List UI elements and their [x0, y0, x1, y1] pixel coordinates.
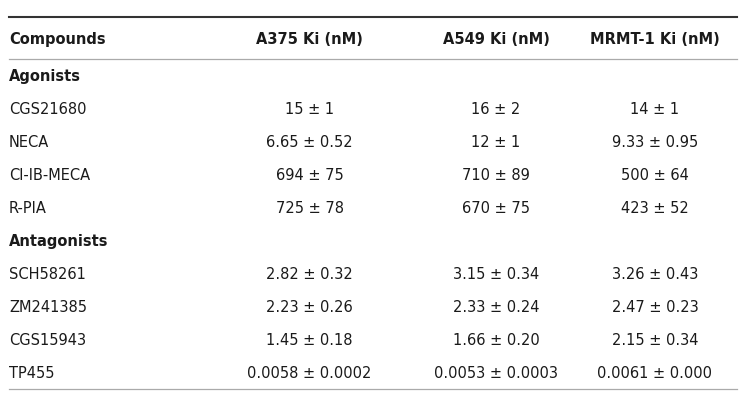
Text: 9.33 ± 0.95: 9.33 ± 0.95 [612, 135, 698, 150]
Text: Agonists: Agonists [9, 69, 81, 84]
Text: 670 ± 75: 670 ± 75 [462, 200, 530, 216]
Text: TP455: TP455 [9, 365, 54, 380]
Text: 0.0058 ± 0.0002: 0.0058 ± 0.0002 [248, 365, 372, 380]
Text: 15 ± 1: 15 ± 1 [285, 102, 334, 117]
Text: A549 Ki (nM): A549 Ki (nM) [442, 32, 550, 47]
Text: R-PIA: R-PIA [9, 200, 47, 216]
Text: 0.0061 ± 0.000: 0.0061 ± 0.000 [598, 365, 712, 380]
Text: 2.33 ± 0.24: 2.33 ± 0.24 [453, 299, 539, 314]
Text: Compounds: Compounds [9, 32, 106, 47]
Text: 6.65 ± 0.52: 6.65 ± 0.52 [266, 135, 353, 150]
Text: 3.15 ± 0.34: 3.15 ± 0.34 [453, 266, 539, 282]
Text: 2.82 ± 0.32: 2.82 ± 0.32 [266, 266, 353, 282]
Text: A375 Ki (nM): A375 Ki (nM) [256, 32, 363, 47]
Text: 1.45 ± 0.18: 1.45 ± 0.18 [266, 332, 353, 347]
Text: 0.0053 ± 0.0003: 0.0053 ± 0.0003 [434, 365, 558, 380]
Text: ZM241385: ZM241385 [9, 299, 87, 314]
Text: 3.26 ± 0.43: 3.26 ± 0.43 [612, 266, 698, 282]
Text: 16 ± 2: 16 ± 2 [471, 102, 521, 117]
Text: 12 ± 1: 12 ± 1 [471, 135, 521, 150]
Text: 2.47 ± 0.23: 2.47 ± 0.23 [612, 299, 698, 314]
Text: Cl-IB-MECA: Cl-IB-MECA [9, 168, 90, 183]
Text: CGS21680: CGS21680 [9, 102, 87, 117]
Text: 2.23 ± 0.26: 2.23 ± 0.26 [266, 299, 353, 314]
Text: 725 ± 78: 725 ± 78 [275, 200, 344, 216]
Text: MRMT-1 Ki (nM): MRMT-1 Ki (nM) [590, 32, 720, 47]
Text: 14 ± 1: 14 ± 1 [630, 102, 680, 117]
Text: Antagonists: Antagonists [9, 233, 108, 249]
Text: 2.15 ± 0.34: 2.15 ± 0.34 [612, 332, 698, 347]
Text: 1.66 ± 0.20: 1.66 ± 0.20 [453, 332, 539, 347]
Text: 710 ± 89: 710 ± 89 [463, 168, 530, 183]
Text: NECA: NECA [9, 135, 49, 150]
Text: 423 ± 52: 423 ± 52 [621, 200, 689, 216]
Text: 694 ± 75: 694 ± 75 [276, 168, 343, 183]
Text: 500 ± 64: 500 ± 64 [621, 168, 689, 183]
Text: SCH58261: SCH58261 [9, 266, 86, 282]
Text: CGS15943: CGS15943 [9, 332, 86, 347]
